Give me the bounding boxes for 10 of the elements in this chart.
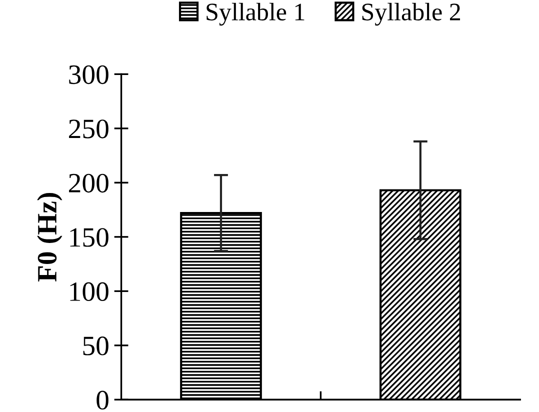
y-tick-label: 250 [69, 120, 108, 138]
y-tick-label: 100 [70, 282, 108, 302]
y-tick-label: 150 [70, 228, 108, 247]
legend-label: Syllable 2 [362, 2, 460, 26]
y-tick-label: 300 [69, 65, 108, 84]
y-tick-label: 200 [69, 174, 108, 193]
legend-label: Syllable 1 [206, 2, 304, 26]
y-tick-label: 0 [96, 390, 108, 410]
y-axis-title: F0 (Hz) [37, 193, 62, 282]
y-tick-label: 50 [83, 336, 108, 356]
